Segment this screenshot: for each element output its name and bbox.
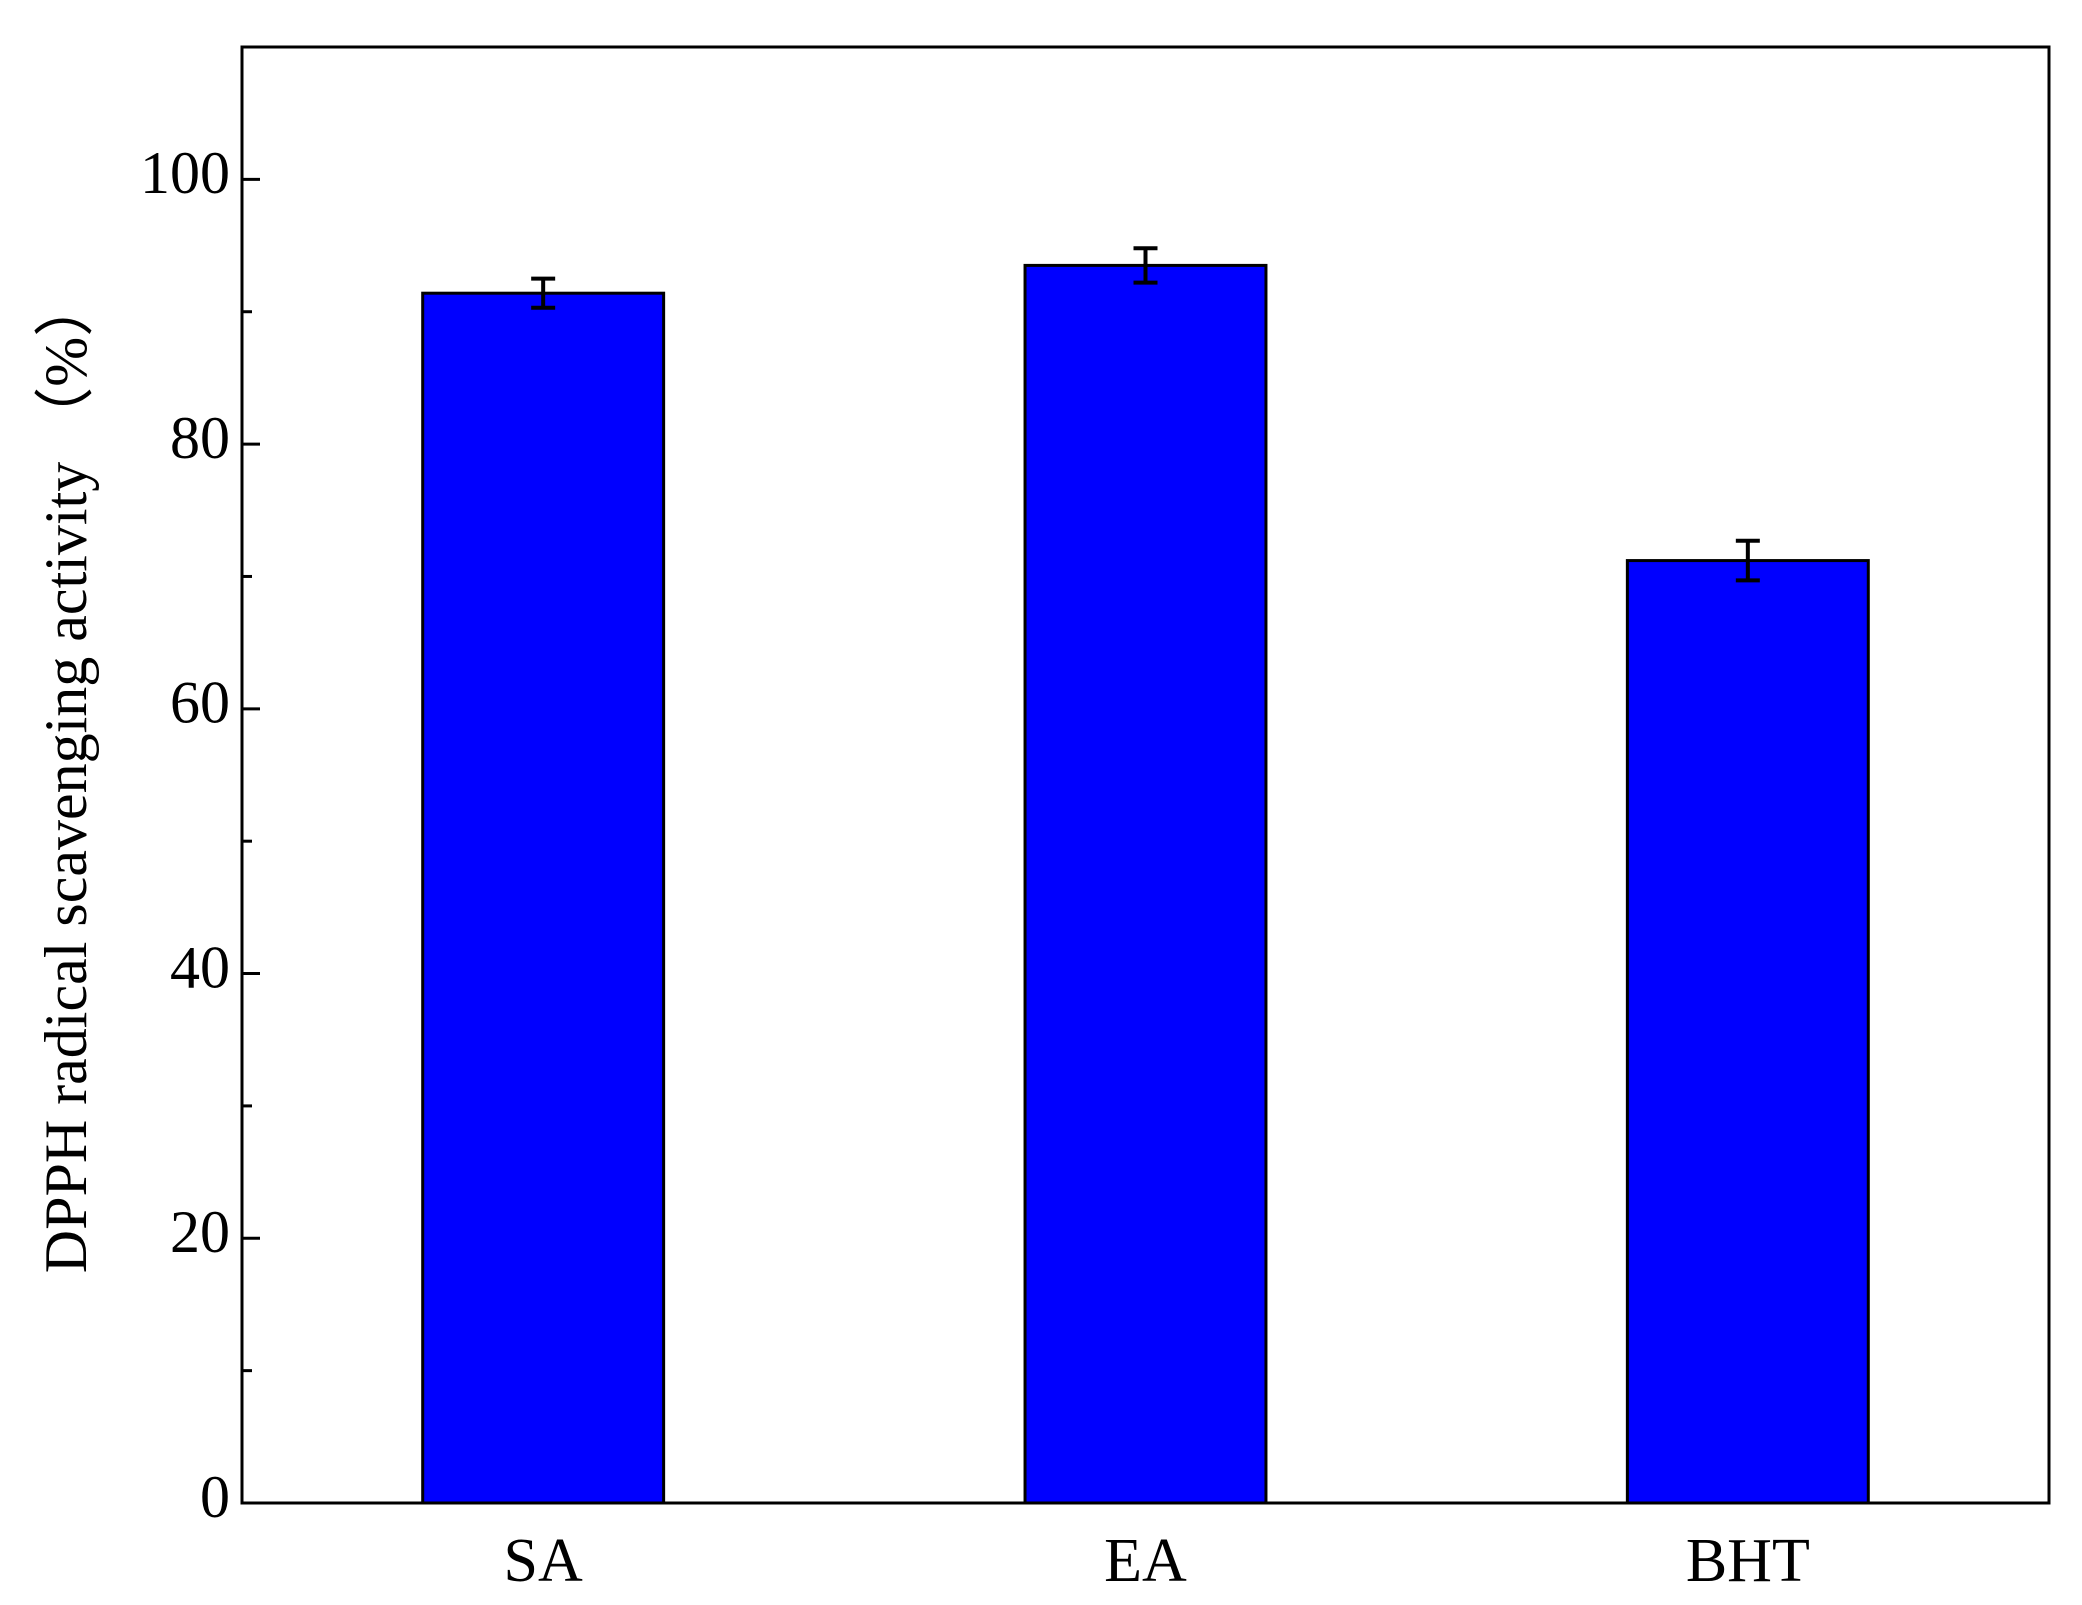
- x-tick-label: SA: [504, 1527, 583, 1595]
- bar: [1625, 559, 1870, 1505]
- y-tick-label: 0: [200, 1464, 230, 1530]
- y-axis-label: DPPH radical scavenging activity （%）: [33, 277, 99, 1273]
- y-tick-label: 100: [140, 140, 230, 206]
- x-tick-label: BHT: [1686, 1527, 1810, 1595]
- bar: [421, 291, 666, 1505]
- x-tick-label: EA: [1104, 1527, 1187, 1595]
- bar: [1023, 263, 1268, 1505]
- y-tick-label: 40: [170, 934, 230, 1000]
- y-tick-label: 80: [170, 405, 230, 471]
- y-tick-label: 60: [170, 670, 230, 736]
- y-tick-label: 20: [170, 1199, 230, 1265]
